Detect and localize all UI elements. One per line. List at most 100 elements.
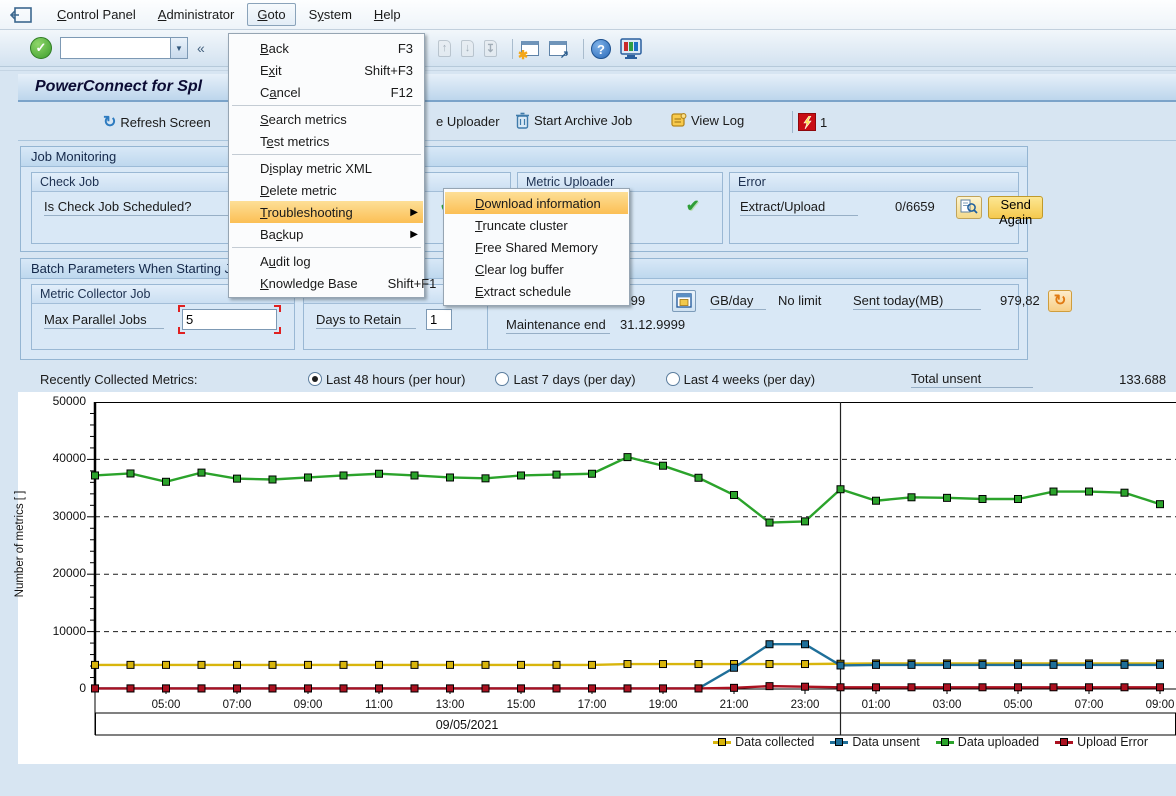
create-shortcut-icon[interactable]: ↗ [548, 40, 570, 59]
submenu-arrow-icon: ▶ [410, 207, 418, 218]
legend-label: Data collected [735, 735, 814, 749]
calendar-icon [676, 293, 692, 308]
gb-day-value: No limit [778, 293, 821, 308]
error-count-value: 1 [820, 115, 827, 130]
svg-text:01:00: 01:00 [862, 699, 891, 711]
menu-item-shortcut: Shift+F1 [358, 276, 437, 291]
divider [0, 70, 1176, 71]
application-toolbar: ↻ Refresh Screen Stop Che e Uploader Sta… [18, 104, 1176, 141]
legend-marker-icon [1055, 741, 1073, 744]
radio-option-last-4-weeks-per-day-[interactable]: Last 4 weeks (per day) [666, 372, 816, 387]
send-again-button[interactable]: Send Again [988, 196, 1043, 219]
error-count-button[interactable]: 1 [798, 113, 827, 131]
menu-item-label: Free Shared Memory [475, 240, 598, 255]
refresh-sent-today-icon[interactable]: ↻ [1048, 290, 1072, 312]
menubar-item-administrator[interactable]: Administrator [149, 4, 244, 25]
menu-item-label: Clear log buffer [475, 262, 564, 277]
layout-monitor-icon[interactable] [619, 38, 643, 60]
toolbar-separator [583, 39, 584, 59]
goto-menu-item-test-metrics[interactable]: Test metrics [230, 130, 423, 152]
collapse-toolbar-icon[interactable]: « [197, 40, 205, 56]
troubleshooting-submenu: Download informationTruncate cluster Free… [443, 188, 630, 306]
radio-option-label: Last 48 hours (per hour) [326, 372, 465, 387]
job-monitoring-header: Job Monitoring [21, 147, 1027, 167]
menu-item-label: Backup [260, 227, 303, 242]
max-parallel-jobs-label: Max Parallel Jobs [44, 312, 164, 329]
svg-text:09/05/2021: 09/05/2021 [436, 718, 499, 732]
max-parallel-jobs-input[interactable] [182, 309, 277, 330]
trash-icon [515, 112, 530, 129]
troubleshooting-submenu-item-download-information[interactable]: Download information [445, 192, 628, 214]
help-icon[interactable]: ? [591, 39, 611, 59]
enter-button[interactable]: ✓ [30, 37, 52, 59]
goto-menu-item-exit[interactable]: Exit Shift+F3 [230, 59, 423, 81]
menubar-item-system[interactable]: System [300, 4, 361, 25]
menu-bar: Control PanelAdministratorGotoSystemHelp [0, 0, 1176, 30]
svg-text:07:00: 07:00 [1075, 699, 1104, 711]
menu-item-label: Display metric XML [260, 161, 372, 176]
menubar-item-control-panel[interactable]: Control Panel [48, 4, 145, 25]
view-error-log-button[interactable] [956, 196, 982, 219]
command-field-wrap: ▼ [60, 37, 188, 59]
goto-menu-item-back[interactable]: BackF3 [230, 37, 423, 59]
chart-y-axis-label: Number of metrics [ ] [14, 464, 26, 624]
page-down-icon[interactable]: ↓ [459, 39, 476, 60]
radio-option-last-7-days-per-day-[interactable]: Last 7 days (per day) [495, 372, 635, 387]
view-log-button[interactable]: View Log [670, 112, 744, 128]
goto-menu-item-delete-metric[interactable]: Delete metric [230, 179, 423, 201]
troubleshooting-submenu-item-clear-log-buffer[interactable]: Clear log buffer [445, 258, 628, 280]
svg-text:11:00: 11:00 [365, 699, 393, 711]
maintenance-end-value: 31.12.9999 [620, 317, 685, 332]
command-input[interactable] [60, 37, 170, 59]
menubar-item-goto[interactable]: Goto [247, 3, 295, 26]
days-to-retain-label: Days to Retain [316, 312, 416, 329]
radio-selected-icon[interactable] [308, 372, 322, 386]
system-session-icon[interactable] [10, 7, 32, 23]
goto-menu-item-cancel[interactable]: Cancel F12 [230, 81, 423, 103]
uploader-button-partial[interactable]: e Uploader [432, 114, 500, 129]
refresh-screen-button[interactable]: ↻ Refresh Screen [103, 112, 211, 132]
radio-option-last-48-hours-per-hour-[interactable]: Last 48 hours (per hour) [308, 372, 465, 387]
goto-menu-item-audit-log[interactable]: Audit log [230, 250, 423, 272]
goto-menu-item-troubleshooting[interactable]: Troubleshooting▶ [230, 201, 423, 223]
calendar-button[interactable] [672, 290, 696, 312]
goto-dropdown-menu: BackF3 Exit Shift+F3 Cancel F12 Search metric… [228, 33, 425, 298]
radio-unselected-icon[interactable] [666, 372, 680, 386]
sent-today-value: 979,82 [1000, 293, 1040, 308]
radio-option-label: Last 7 days (per day) [513, 372, 635, 387]
goto-menu-item-knowledge-base[interactable]: Knowledge BaseShift+F1 [230, 272, 423, 294]
svg-text:15:00: 15:00 [507, 699, 536, 711]
radio-unselected-icon[interactable] [495, 372, 509, 386]
legend-label: Upload Error [1077, 735, 1148, 749]
troubleshooting-submenu-item-truncate-cluster[interactable]: Truncate cluster [445, 214, 628, 236]
page-end-icon[interactable]: ↧ [482, 39, 499, 60]
menu-item-label: Exit [260, 63, 282, 78]
focus-corner [178, 305, 185, 312]
focus-corner [178, 327, 185, 334]
new-session-icon[interactable]: ✱ [520, 40, 542, 59]
svg-text:13:00: 13:00 [436, 699, 465, 711]
radio-option-label: Last 4 weeks (per day) [684, 372, 816, 387]
sap-gui-window: Control PanelAdministratorGotoSystemHelp… [0, 0, 1176, 796]
maintenance-end-label: Maintenance end [506, 317, 610, 334]
troubleshooting-submenu-item-extract-schedule[interactable]: Extract schedule [445, 280, 628, 302]
recently-collected-row: Recently Collected Metrics: Last 48 hour… [18, 366, 1176, 392]
menu-item-label: Delete metric [260, 183, 337, 198]
menu-item-label: Knowledge Base [260, 276, 358, 291]
goto-menu-item-display-metric-xml[interactable]: Display metric XML [230, 157, 423, 179]
troubleshooting-submenu-item-free-shared-memory[interactable]: Free Shared Memory [445, 236, 628, 258]
goto-menu-item-search-metrics[interactable]: Search metrics [230, 108, 423, 130]
menu-item-shortcut: F12 [361, 85, 413, 100]
submenu-arrow-icon: ▶ [410, 229, 418, 240]
start-archive-job-button[interactable]: Start Archive Job [515, 112, 632, 129]
menubar-item-help[interactable]: Help [365, 4, 410, 25]
goto-menu-item-backup[interactable]: Backup ▶ [230, 223, 423, 245]
page-up-icon[interactable]: ↑ [436, 39, 453, 60]
series-line-data-uploaded [95, 457, 1160, 522]
days-to-retain-input[interactable] [426, 309, 452, 330]
svg-text:09:00: 09:00 [1146, 699, 1175, 711]
command-dropdown-icon[interactable]: ▼ [170, 37, 188, 59]
menu-item-label: Cancel [260, 85, 300, 100]
gb-day-label: GB/day [710, 293, 766, 310]
menu-item-shortcut: Shift+F3 [334, 63, 413, 78]
